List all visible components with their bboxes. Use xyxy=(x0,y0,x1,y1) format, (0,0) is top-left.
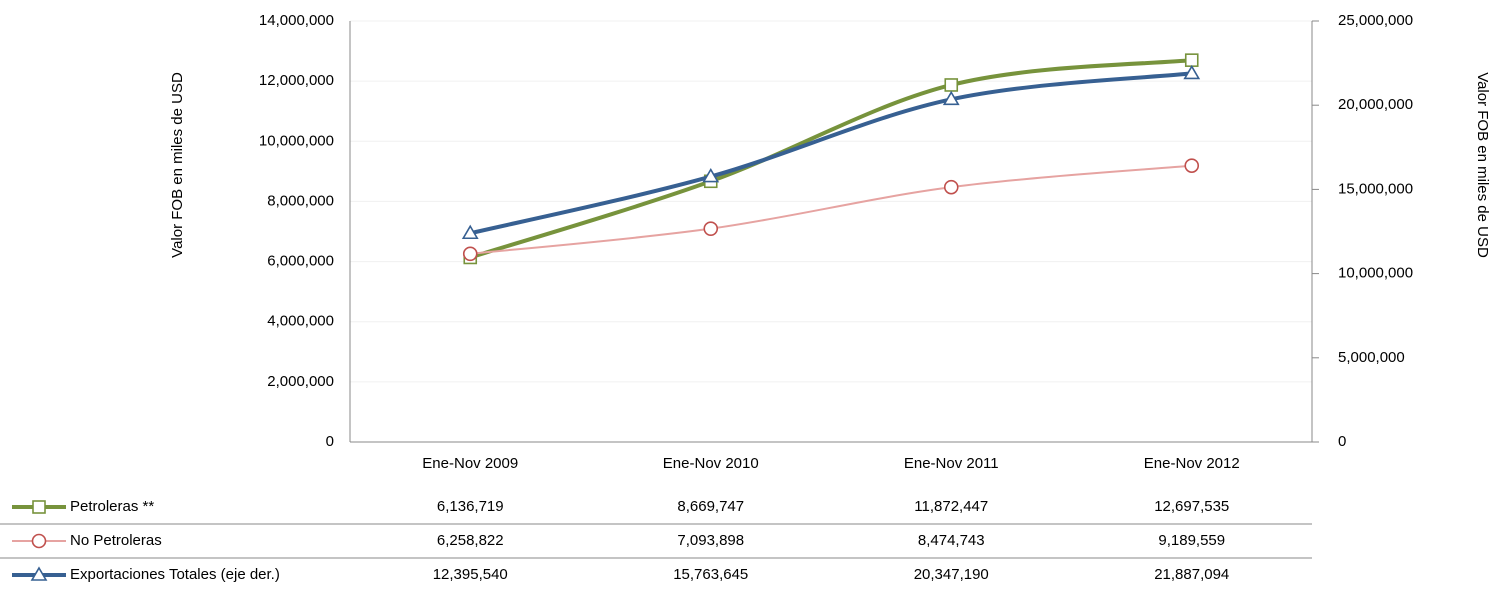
legend-marker xyxy=(31,533,47,549)
legend-label: Exportaciones Totales (eje der.) xyxy=(70,566,280,583)
y2-tick-label: 10,000,000 xyxy=(1338,265,1413,282)
y2-tick-label: 0 xyxy=(1338,433,1346,450)
table-value: 12,395,540 xyxy=(433,566,508,583)
table-value: 20,347,190 xyxy=(914,566,989,583)
legend-label: No Petroleras xyxy=(70,532,162,549)
series-line xyxy=(469,71,1192,236)
series-line xyxy=(469,58,1192,260)
series-line xyxy=(470,164,1192,255)
x-tick-label: Ene-Nov 2009 xyxy=(422,455,518,472)
x-tick-label: Ene-Nov 2011 xyxy=(904,455,999,472)
table-value: 12,697,535 xyxy=(1154,498,1229,515)
y-axis-label: Valor FOB en miles de USD xyxy=(169,72,186,258)
y2-tick-label: 25,000,000 xyxy=(1338,12,1413,29)
point xyxy=(1183,64,1201,80)
y2-tick-label: 15,000,000 xyxy=(1338,180,1413,197)
point xyxy=(462,246,478,262)
y-tick-label: 8,000,000 xyxy=(267,192,334,209)
y2-axis-label: Valor FOB en miles de USD xyxy=(1474,72,1491,258)
table-value: 21,887,094 xyxy=(1154,566,1229,583)
x-tick-label: Ene-Nov 2012 xyxy=(1144,455,1240,472)
x-tick-label: Ene-Nov 2010 xyxy=(663,455,759,472)
table-value: 11,872,447 xyxy=(914,498,988,515)
y-tick-label: 10,000,000 xyxy=(259,132,334,149)
point xyxy=(942,90,960,106)
point xyxy=(944,78,959,92)
legend-marker xyxy=(32,500,46,514)
y-tick-label: 0 xyxy=(326,433,334,450)
point xyxy=(943,179,959,195)
legend-marker xyxy=(30,566,48,581)
point xyxy=(703,221,719,236)
table-value: 9,189,559 xyxy=(1158,532,1225,549)
point xyxy=(702,167,720,183)
y-tick-label: 2,000,000 xyxy=(267,373,334,390)
y2-tick-label: 5,000,000 xyxy=(1338,349,1405,366)
y-tick-label: 6,000,000 xyxy=(267,253,334,270)
table-value: 7,093,898 xyxy=(677,532,744,549)
point xyxy=(461,224,479,240)
y-tick-label: 12,000,000 xyxy=(259,72,334,89)
point xyxy=(1184,53,1199,67)
y-tick-label: 14,000,000 xyxy=(259,12,334,29)
y2-tick-label: 20,000,000 xyxy=(1338,96,1413,113)
table-value: 8,669,747 xyxy=(677,498,744,515)
table-value: 15,763,645 xyxy=(673,566,748,583)
y-tick-label: 4,000,000 xyxy=(267,313,334,330)
table-value: 6,136,719 xyxy=(437,498,504,515)
legend-label: Petroleras ** xyxy=(70,498,154,515)
point xyxy=(1184,158,1200,173)
table-value: 8,474,743 xyxy=(918,532,985,549)
table-value: 6,258,822 xyxy=(437,532,504,549)
